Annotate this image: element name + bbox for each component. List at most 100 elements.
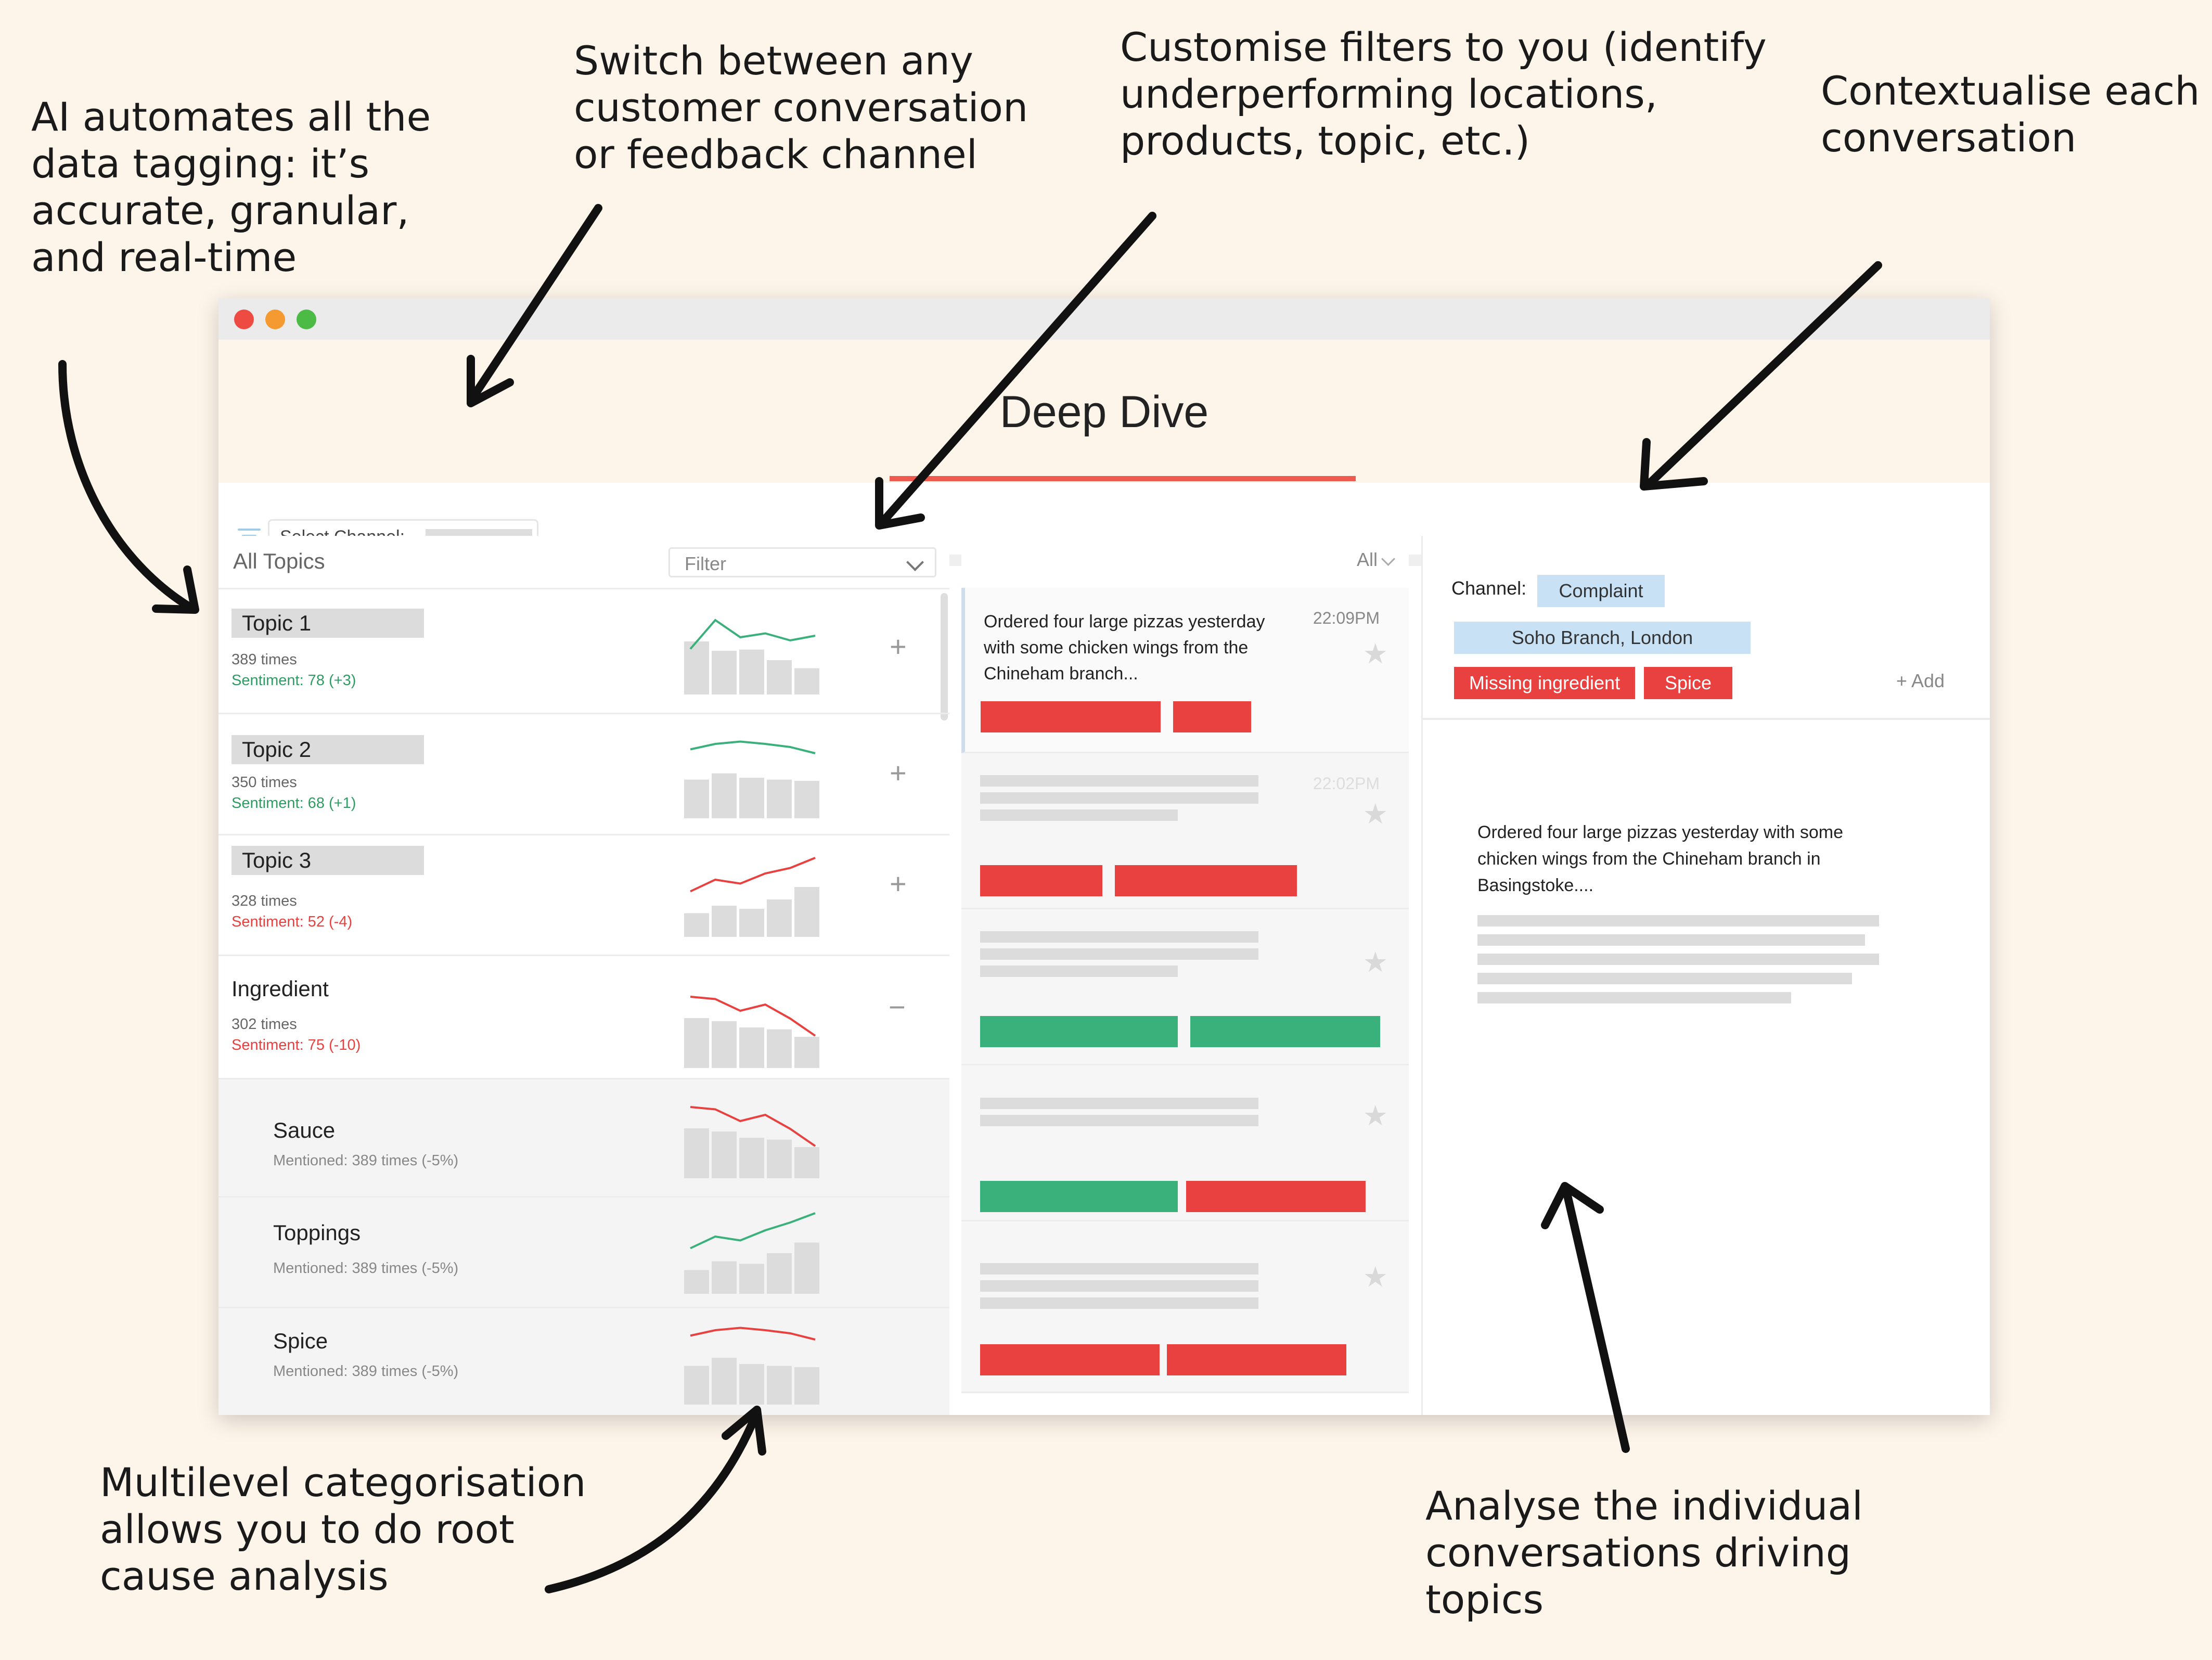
sparkline-bar [794, 1147, 819, 1178]
tag-bar [1173, 701, 1251, 732]
sparkline-bar [739, 909, 764, 937]
app-window: Deep Dive Select Channel: All Topics Fil… [218, 298, 1990, 1415]
subtopic-row-spice[interactable]: Spice Mentioned: 389 times (-5%) [218, 1308, 949, 1415]
chevron-down-icon [1381, 552, 1395, 566]
expand-topic-button[interactable]: + [890, 756, 907, 789]
topic-row-topic-1[interactable]: Topic 1 389 times Sentiment: 78 (+3) + [218, 588, 949, 714]
topic-count: 350 times [232, 774, 297, 791]
topic-sentiment: Sentiment: 75 (-10) [232, 1037, 361, 1053]
text-placeholder [1477, 915, 1879, 926]
conversation-item[interactable]: ★ [961, 909, 1409, 1065]
subtopic-count: Mentioned: 389 times (-5%) [273, 1152, 459, 1169]
close-window-button[interactable] [234, 310, 254, 329]
topic-sparkline [684, 619, 819, 694]
sparkline-bar [712, 1021, 737, 1068]
sparkline-bar [739, 1027, 764, 1068]
text-placeholder [980, 966, 1178, 977]
tag-bar [1190, 1016, 1380, 1047]
tag-chip[interactable]: Spice [1644, 667, 1732, 699]
title-underline [890, 476, 1356, 481]
topic-sentiment: Sentiment: 52 (-4) [232, 913, 353, 930]
sparkline-bar [684, 641, 709, 694]
topic-name: Ingredient [232, 976, 329, 1001]
page-title: Deep Dive [999, 387, 1209, 437]
star-icon[interactable]: ★ [1362, 1100, 1388, 1131]
sparkline-bar [712, 1261, 737, 1294]
tag-bar [980, 865, 1102, 896]
sparkline-bar [767, 660, 792, 694]
conversation-time: 22:09PM [1313, 609, 1380, 627]
text-placeholder [980, 948, 1258, 960]
subtopic-row-toppings[interactable]: Toppings Mentioned: 389 times (-5%) [218, 1198, 949, 1308]
subtopic-count: Mentioned: 389 times (-5%) [273, 1363, 459, 1380]
subtopic-name: Sauce [273, 1118, 336, 1142]
sparkline-bar [794, 781, 819, 818]
sparkline-bar [739, 1264, 764, 1294]
conversation-time: 22:02PM [1313, 774, 1380, 793]
expand-topic-button[interactable]: + [890, 630, 907, 663]
sparkline-bar [739, 1364, 764, 1405]
sparkline-bar [794, 1367, 819, 1405]
sparkline-bar [712, 1131, 737, 1178]
sparkline-bar [767, 1139, 792, 1178]
topic-sparkline [684, 857, 819, 937]
annotation-customise-filters: Customise filters to you (identify under… [1120, 24, 1767, 164]
sparkline-bar [794, 1242, 819, 1294]
topic-count: 302 times [232, 1016, 297, 1033]
sparkline-trend-line [690, 740, 816, 754]
minimize-window-button[interactable] [265, 310, 285, 329]
sparkline-bar [767, 1253, 792, 1294]
sparkline-trend-line [690, 996, 816, 1037]
topic-count: 328 times [232, 893, 297, 909]
topics-scrollbar[interactable] [941, 593, 948, 720]
star-icon[interactable]: ★ [1362, 638, 1388, 670]
sparkline-trend-line [690, 1327, 816, 1341]
subtopic-sparkline [684, 1106, 819, 1178]
sparkline-bar [684, 779, 709, 818]
sparkline-bar [684, 1128, 709, 1178]
conversation-item[interactable]: Ordered four large pizzas yesterday with… [961, 588, 1409, 753]
conversation-item[interactable]: ★ [961, 1065, 1409, 1221]
arrow-ai-tagging [58, 360, 197, 613]
conversation-item[interactable]: 22:02PM ★ [961, 753, 1409, 909]
tag-chip[interactable]: Missing ingredient [1454, 667, 1635, 699]
topic-row-topic-2[interactable]: Topic 2 350 times Sentiment: 68 (+1) + [218, 714, 949, 835]
collapse-topic-button[interactable]: − [889, 990, 906, 1023]
tag-bar [1115, 865, 1297, 896]
topics-panel: All Topics Filter Topic 1 389 times Sent… [218, 536, 949, 1415]
context-tags: Channel: Complaint Soho Branch, London M… [1423, 536, 1990, 720]
sparkline-bar [684, 1018, 709, 1068]
sparkline-bar [739, 778, 764, 818]
topic-filter-label: Filter [685, 553, 726, 574]
topic-sentiment: Sentiment: 68 (+1) [232, 795, 356, 812]
sparkline-bar [712, 773, 737, 818]
expand-topic-button[interactable]: + [890, 867, 907, 900]
topic-row-topic-3[interactable]: Topic 3 328 times Sentiment: 52 (-4) + [218, 835, 949, 956]
add-tag-link[interactable]: + Add [1896, 670, 1945, 691]
annotation-analyse: Analyse the individual conversations dri… [1425, 1483, 1863, 1623]
sparkline-bar [712, 651, 737, 694]
sparkline-bar [767, 1366, 792, 1405]
sparkline-bar [739, 649, 764, 694]
topic-row-ingredient[interactable]: Ingredient 302 times Sentiment: 75 (-10)… [218, 956, 949, 1079]
sparkline-bar [684, 1270, 709, 1294]
channel-chip[interactable]: Complaint [1537, 575, 1665, 607]
conversations-panel: All Ordered four large pizzas yesterday … [961, 536, 1409, 1415]
sparkline-bar [794, 887, 819, 937]
sparkline-bar [712, 906, 737, 937]
subtopic-row-sauce[interactable]: Sauce Mentioned: 389 times (-5%) [218, 1079, 949, 1198]
maximize-window-button[interactable] [297, 310, 316, 329]
text-placeholder [980, 775, 1258, 787]
topic-filter-select[interactable]: Filter [668, 547, 936, 577]
conversation-filter-select[interactable]: All [1356, 549, 1378, 570]
sparkline-trend-line [690, 1212, 816, 1250]
topics-header: All Topics Filter [218, 536, 949, 589]
star-icon[interactable]: ★ [1362, 1262, 1388, 1293]
conversation-item[interactable]: ★ [961, 1221, 1409, 1393]
text-placeholder [1477, 954, 1879, 965]
location-chip[interactable]: Soho Branch, London [1454, 622, 1751, 654]
star-icon[interactable]: ★ [1362, 799, 1388, 830]
tag-bar [1167, 1344, 1346, 1375]
text-placeholder [1477, 934, 1865, 946]
star-icon[interactable]: ★ [1362, 947, 1388, 978]
